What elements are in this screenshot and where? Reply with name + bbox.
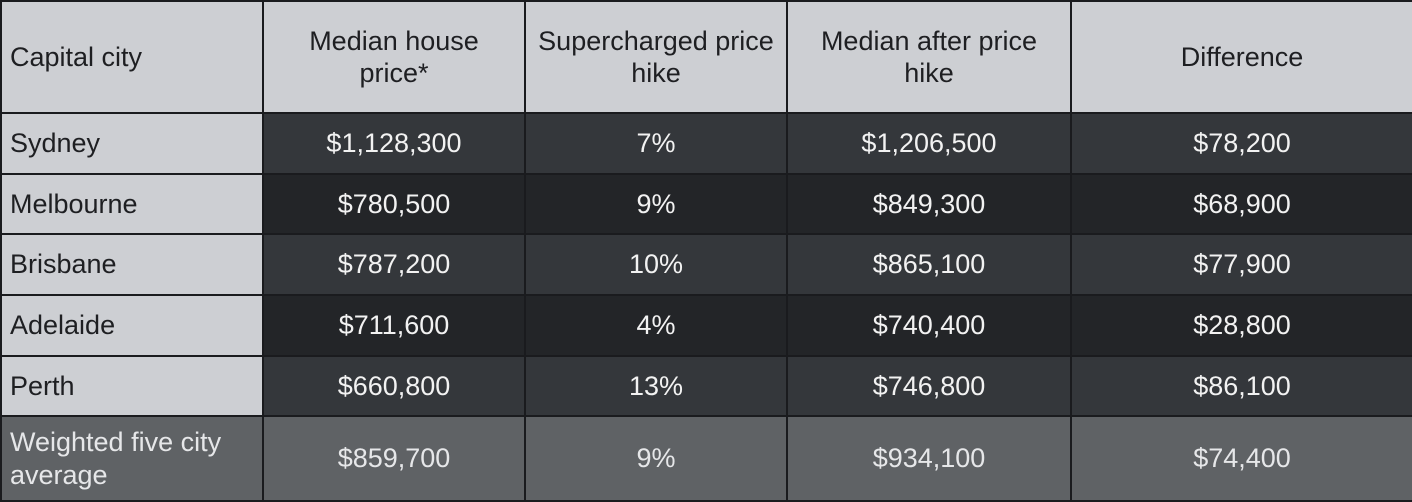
header-median-house-price: Median house price* [262,0,526,114]
median-price-cell: $1,128,300 [262,112,526,175]
price-hike-cell: 10% [524,233,788,296]
difference-cell: $78,200 [1070,112,1412,175]
table-row: Brisbane $787,200 10% $865,100 $77,900 [0,233,1412,296]
price-hike-cell: 7% [524,112,788,175]
header-price-hike: Supercharged price hike [524,0,788,114]
median-after-cell: $1,206,500 [786,112,1072,175]
average-difference-cell: $74,400 [1070,415,1412,502]
average-price-hike-cell: 9% [524,415,788,502]
city-cell: Sydney [0,112,264,175]
city-cell: Adelaide [0,293,264,357]
median-price-cell: $711,600 [262,293,526,357]
average-median-price-cell: $859,700 [262,415,526,502]
table-row: Sydney $1,128,300 7% $1,206,500 $78,200 [0,112,1412,175]
city-cell: Melbourne [0,172,264,236]
table-row: Melbourne $780,500 9% $849,300 $68,900 [0,172,1412,236]
median-after-cell: $740,400 [786,293,1072,357]
median-after-cell: $865,100 [786,233,1072,296]
price-hike-cell: 13% [524,354,788,418]
median-price-cell: $780,500 [262,172,526,236]
difference-cell: $28,800 [1070,293,1412,357]
median-after-cell: $746,800 [786,354,1072,418]
table-row: Perth $660,800 13% $746,800 $86,100 [0,354,1412,418]
median-price-cell: $787,200 [262,233,526,296]
header-row: Capital city Median house price* Superch… [0,0,1412,114]
average-row: Weighted five city average $859,700 9% $… [0,415,1412,502]
difference-cell: $86,100 [1070,354,1412,418]
header-capital-city: Capital city [0,0,264,114]
average-median-after-cell: $934,100 [786,415,1072,502]
table-row: Adelaide $711,600 4% $740,400 $28,800 [0,293,1412,357]
table-header: Capital city Median house price* Superch… [0,0,1412,114]
average-label-cell: Weighted five city average [0,415,264,502]
header-median-after-hike: Median after price hike [786,0,1072,114]
difference-cell: $68,900 [1070,172,1412,236]
median-price-cell: $660,800 [262,354,526,418]
city-cell: Perth [0,354,264,418]
price-hike-cell: 9% [524,172,788,236]
city-cell: Brisbane [0,233,264,296]
header-difference: Difference [1070,0,1412,114]
difference-cell: $77,900 [1070,233,1412,296]
price-hike-cell: 4% [524,293,788,357]
median-after-cell: $849,300 [786,172,1072,236]
table-body: Sydney $1,128,300 7% $1,206,500 $78,200 … [0,112,1412,502]
